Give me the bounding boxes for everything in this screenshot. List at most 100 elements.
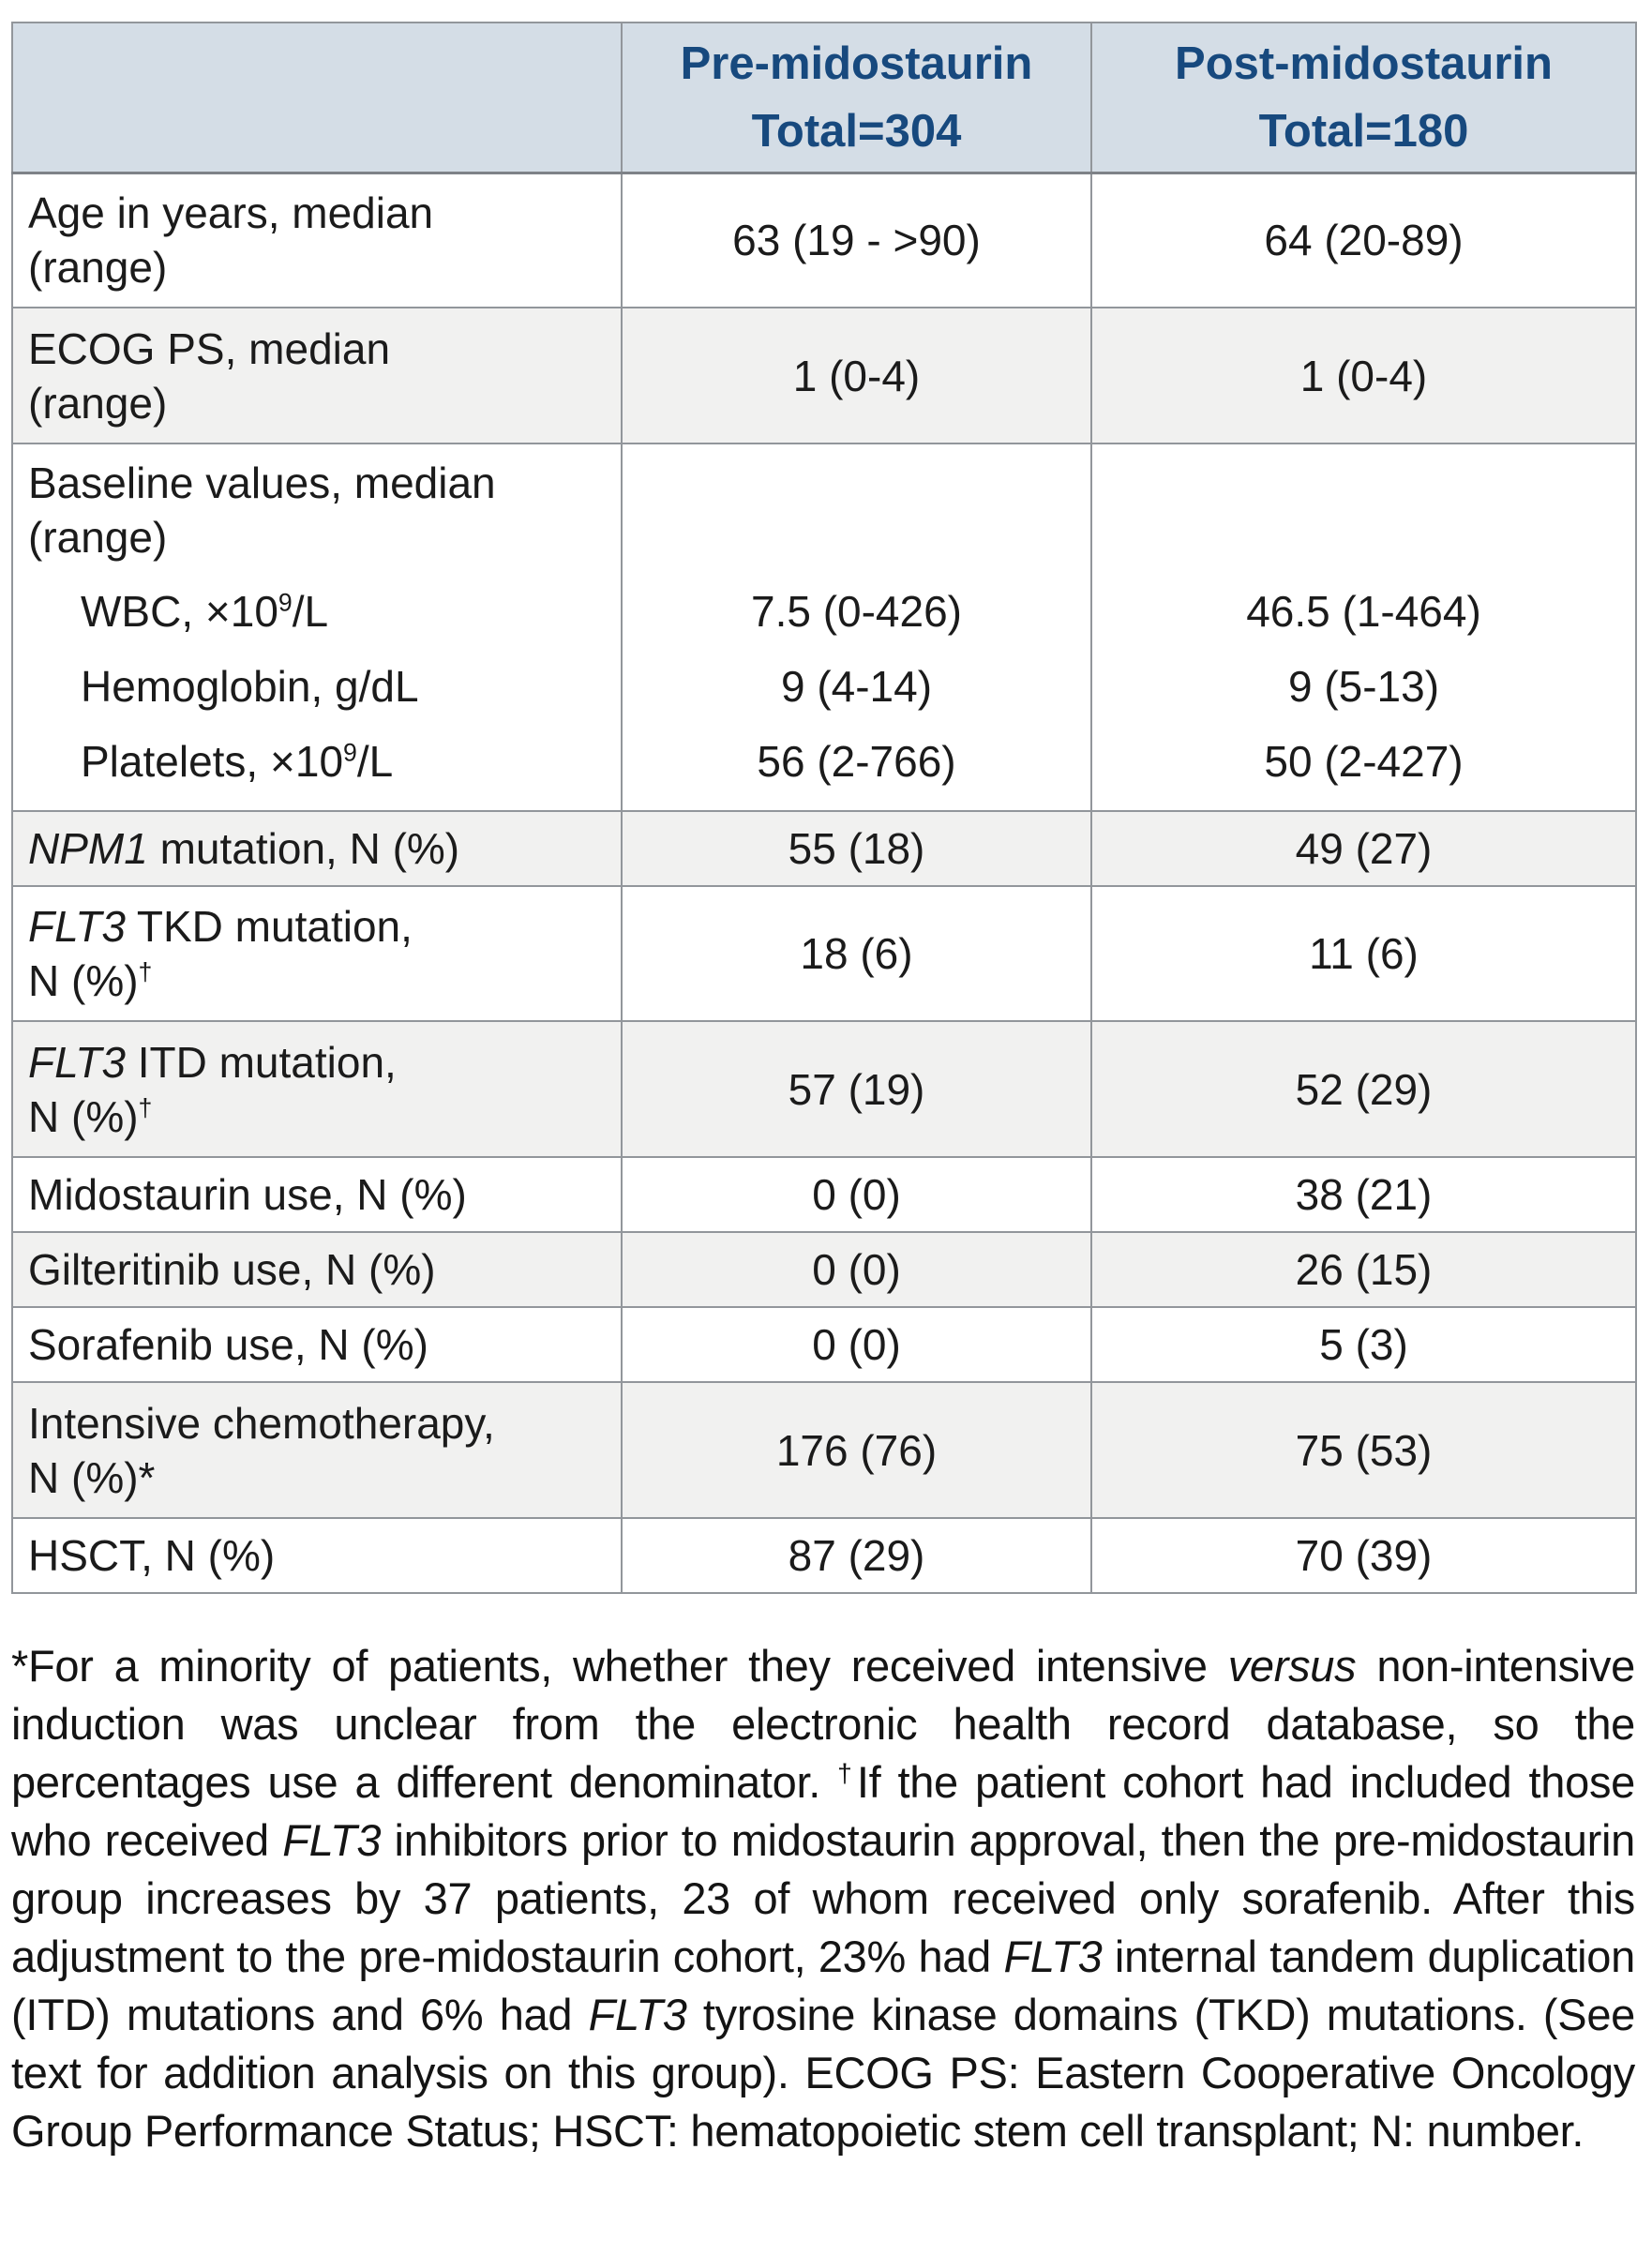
- row-hsct-value-post: 70 (39): [1090, 1517, 1637, 1594]
- table-body: Age in years, median (range) 63 (19 - >90…: [11, 172, 1637, 1594]
- header-post-title: Post-midostaurin: [1175, 38, 1553, 89]
- figure-table-page: Pre-midostaurin Total=304 Post-midostaur…: [11, 22, 1637, 2160]
- row-baseline-empty-pre: [621, 443, 1092, 574]
- label-text: N (%): [28, 1091, 139, 1141]
- row-flt3-tkd-value-pre: 18 (6): [621, 885, 1092, 1022]
- row-flt3-itd-value-pre: 57 (19): [621, 1020, 1092, 1158]
- row-baseline-empty-post: [1090, 443, 1637, 574]
- row-midostaurin-use-value-post: 38 (21): [1090, 1156, 1637, 1233]
- gene-name-italic: FLT3: [588, 1990, 687, 2039]
- row-flt3-tkd-label: FLT3 TKD mutation, N (%)†: [11, 885, 623, 1022]
- header-post-total: Total=180: [1258, 105, 1469, 157]
- label-text: (range): [28, 378, 168, 428]
- row-gilteritinib-use-label: Gilteritinib use, N (%): [11, 1231, 623, 1308]
- label-text: ITD mutation,: [125, 1037, 397, 1087]
- superscript-9: 9: [278, 588, 293, 617]
- row-sorafenib-use-value-pre: 0 (0): [621, 1306, 1092, 1383]
- footnote-segment: tyrosine kinase domains (TKD) mutations.…: [11, 1990, 1635, 2156]
- label-text: (range): [28, 243, 168, 293]
- row-npm1-value-post: 49 (27): [1090, 810, 1637, 887]
- row-gilteritinib-use-value-post: 26 (15): [1090, 1231, 1637, 1308]
- gene-name-italic: NPM1: [28, 824, 148, 873]
- row-ecog-value-post: 1 (0-4): [1090, 307, 1637, 444]
- row-platelets-value-post: 50 (2-427): [1090, 724, 1637, 811]
- row-sorafenib-use-value-post: 5 (3): [1090, 1306, 1637, 1383]
- row-npm1: NPM1 mutation, N (%) 55 (18) 49 (27): [11, 810, 1637, 887]
- row-hsct-value-pre: 87 (29): [621, 1517, 1092, 1594]
- row-hemoglobin: Hemoglobin, g/dL 9 (4-14) 9 (5-13): [11, 649, 1637, 724]
- header-pre-title: Pre-midostaurin: [680, 38, 1033, 89]
- footnote-segment: If the patient cohort had included those…: [11, 1757, 1635, 1865]
- row-platelets: Platelets, ×109/L 56 (2-766) 50 (2-427): [11, 724, 1637, 811]
- row-intensive-chemotherapy-value-post: 75 (53): [1090, 1381, 1637, 1519]
- header-empty-cell: [11, 22, 623, 174]
- dagger-superscript: †: [138, 1093, 153, 1122]
- row-flt3-itd: FLT3 ITD mutation, N (%)† 57 (19) 52 (29): [11, 1020, 1637, 1158]
- row-intensive-chemotherapy: Intensive chemotherapy, N (%)* 176 (76) 7…: [11, 1381, 1637, 1519]
- row-hemoglobin-value-post: 9 (5-13): [1090, 649, 1637, 724]
- gene-name-italic: FLT3: [1003, 1932, 1103, 1981]
- label-text: /L: [292, 587, 329, 636]
- dagger-superscript: †: [837, 1757, 857, 1788]
- row-midostaurin-use-value-pre: 0 (0): [621, 1156, 1092, 1233]
- label-text: (range): [28, 513, 168, 562]
- row-platelets-label: Platelets, ×109/L: [11, 724, 623, 811]
- row-gilteritinib-use: Gilteritinib use, N (%) 0 (0) 26 (15): [11, 1231, 1637, 1308]
- row-hsct: HSCT, N (%) 87 (29) 70 (39): [11, 1517, 1637, 1594]
- row-midostaurin-use: Midostaurin use, N (%) 0 (0) 38 (21): [11, 1156, 1637, 1233]
- label-text: Baseline values, median: [28, 459, 496, 507]
- row-intensive-chemotherapy-value-pre: 176 (76): [621, 1381, 1092, 1519]
- row-ecog-label: ECOG PS, median (range): [11, 307, 623, 444]
- superscript-9: 9: [343, 738, 357, 767]
- gene-name-italic: FLT3: [282, 1815, 382, 1865]
- row-wbc-value-pre: 7.5 (0-426): [621, 574, 1092, 649]
- footnote-segment: *For a minority of patients, whether the…: [11, 1641, 1228, 1691]
- row-baseline-label: Baseline values, median (range): [11, 443, 623, 574]
- footnote-versus-italic: versus: [1227, 1641, 1357, 1691]
- row-age-value-post: 64 (20-89): [1090, 172, 1637, 308]
- label-text: Platelets, ×10: [81, 737, 344, 786]
- row-flt3-itd-value-post: 52 (29): [1090, 1020, 1637, 1158]
- label-text: /L: [356, 737, 394, 786]
- header-pre-midostaurin: Pre-midostaurin Total=304: [621, 22, 1092, 174]
- row-gilteritinib-use-value-pre: 0 (0): [621, 1231, 1092, 1308]
- label-text: TKD mutation,: [125, 902, 413, 951]
- footnote-segment: inhibitors prior to midostaurin approval…: [11, 1815, 1635, 1981]
- header-post-midostaurin: Post-midostaurin Total=180: [1090, 22, 1637, 174]
- row-baseline-heading: Baseline values, median (range): [11, 443, 1637, 574]
- row-flt3-itd-label: FLT3 ITD mutation, N (%)†: [11, 1020, 623, 1158]
- label-text: N (%): [28, 956, 139, 1005]
- row-npm1-value-pre: 55 (18): [621, 810, 1092, 887]
- row-hemoglobin-value-pre: 9 (4-14): [621, 649, 1092, 724]
- row-sorafenib-use: Sorafenib use, N (%) 0 (0) 5 (3): [11, 1306, 1637, 1383]
- row-flt3-tkd-value-post: 11 (6): [1090, 885, 1637, 1022]
- dagger-superscript: †: [138, 957, 153, 986]
- label-text: ECOG PS, median: [28, 323, 391, 373]
- label-text: Intensive chemotherapy,: [28, 1398, 495, 1448]
- row-age-value-pre: 63 (19 - >90): [621, 172, 1092, 308]
- header-row: Pre-midostaurin Total=304 Post-midostaur…: [11, 22, 1637, 174]
- footnote-segment: internal tandem duplication (ITD) mutati…: [11, 1932, 1635, 2039]
- row-wbc-label: WBC, ×109/L: [11, 574, 623, 649]
- label-text: WBC, ×10: [81, 587, 278, 636]
- row-hsct-label: HSCT, N (%): [11, 1517, 623, 1594]
- label-text: N (%)*: [28, 1452, 156, 1502]
- row-age-label: Age in years, median (range): [11, 172, 623, 308]
- label-text: mutation, N (%): [147, 824, 460, 873]
- gene-name-italic: FLT3: [28, 1037, 126, 1087]
- footnote-text: *For a minority of patients, whether the…: [11, 1637, 1635, 2160]
- row-hemoglobin-label: Hemoglobin, g/dL: [11, 649, 623, 724]
- header-pre-total: Total=304: [751, 105, 962, 157]
- row-ecog-value-pre: 1 (0-4): [621, 307, 1092, 444]
- row-platelets-value-pre: 56 (2-766): [621, 724, 1092, 811]
- label-text: Age in years, median: [28, 188, 434, 238]
- row-wbc: WBC, ×109/L 7.5 (0-426) 46.5 (1-464): [11, 574, 1637, 649]
- row-intensive-chemotherapy-label: Intensive chemotherapy, N (%)*: [11, 1381, 623, 1519]
- row-wbc-value-post: 46.5 (1-464): [1090, 574, 1637, 649]
- patient-characteristics-table: Pre-midostaurin Total=304 Post-midostaur…: [11, 22, 1637, 1594]
- table-header: Pre-midostaurin Total=304 Post-midostaur…: [11, 22, 1637, 174]
- row-sorafenib-use-label: Sorafenib use, N (%): [11, 1306, 623, 1383]
- row-midostaurin-use-label: Midostaurin use, N (%): [11, 1156, 623, 1233]
- footnote-segment: non-intensive induction was unclear from…: [11, 1641, 1635, 1807]
- gene-name-italic: FLT3: [28, 902, 126, 951]
